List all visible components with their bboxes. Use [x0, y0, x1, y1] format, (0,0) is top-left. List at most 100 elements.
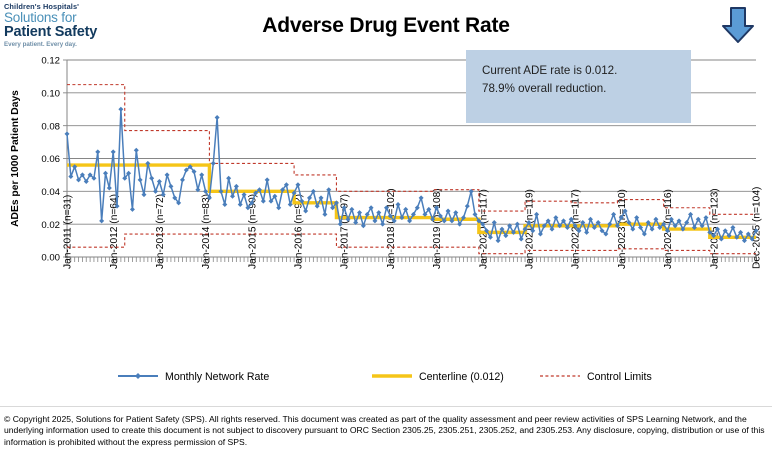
data-point-marker — [572, 223, 578, 229]
data-point-marker — [222, 201, 228, 207]
data-point-marker — [711, 233, 717, 239]
data-point-marker — [264, 177, 270, 183]
data-point-marker — [745, 231, 751, 237]
data-point-marker — [141, 192, 147, 198]
data-point-marker — [399, 215, 405, 221]
data-point-marker — [102, 170, 108, 176]
data-point-marker — [360, 223, 366, 229]
x-tick-label: Jan-2025 (n=123) — [709, 188, 720, 269]
data-point-marker — [645, 220, 651, 226]
data-point-marker — [118, 106, 124, 112]
data-point-marker — [79, 172, 85, 178]
annotation-box — [466, 50, 691, 123]
data-point-marker — [603, 231, 609, 237]
data-point-marker — [622, 208, 628, 214]
data-point-marker — [549, 226, 555, 232]
data-point-marker — [584, 229, 590, 235]
data-point-marker — [518, 236, 524, 242]
data-point-marker — [407, 218, 413, 224]
data-point-marker — [345, 216, 351, 222]
data-point-marker — [210, 160, 216, 166]
data-point-marker — [164, 172, 170, 178]
data-point-marker — [426, 206, 432, 212]
data-point-marker — [630, 226, 636, 232]
data-point-marker — [534, 211, 540, 217]
data-point-marker — [333, 200, 339, 206]
data-point-marker — [657, 224, 663, 230]
data-point-marker — [230, 193, 236, 199]
annotation-line-1: Current ADE rate is 0.012. — [482, 64, 617, 77]
page-title: Adverse Drug Event Rate — [262, 14, 510, 37]
x-tick-label: Jan-2020 (n=117) — [478, 189, 489, 269]
logo-tagline: Every patient. Every day. — [4, 41, 77, 48]
data-point-marker — [441, 218, 447, 224]
data-point-marker — [364, 211, 370, 217]
data-point-marker — [626, 220, 632, 226]
data-point-marker — [495, 238, 501, 244]
data-point-marker — [703, 215, 709, 221]
data-point-marker — [310, 188, 316, 194]
data-point-marker — [99, 218, 105, 224]
data-point-marker — [507, 223, 513, 229]
data-point-marker — [149, 175, 155, 181]
data-point-marker — [499, 226, 505, 232]
data-point-marker — [357, 210, 363, 216]
legend-item[interactable]: Monthly Network Rate — [118, 371, 269, 383]
data-point-marker — [214, 114, 220, 120]
data-point-marker — [129, 206, 135, 212]
legend-label: Centerline (0.012) — [419, 371, 504, 383]
x-tick-label: Jan-2012 (n=64) — [109, 194, 120, 269]
data-point-marker — [183, 167, 189, 173]
data-point-marker — [591, 224, 597, 230]
data-point-marker — [172, 195, 178, 201]
data-point-marker — [387, 213, 393, 219]
data-point-marker — [561, 218, 567, 224]
sps-logo: Children's Hospitals' Solutions for Pati… — [4, 2, 112, 48]
data-point-marker — [226, 175, 232, 181]
logo-line-1: Children's Hospitals' — [4, 2, 80, 11]
data-point-marker — [753, 228, 759, 234]
data-point-marker — [668, 216, 674, 222]
legend-item[interactable]: Centerline (0.012) — [372, 371, 504, 383]
centerline — [67, 163, 756, 239]
legend-item[interactable]: Control Limits — [540, 371, 652, 383]
legend-swatch-marker — [135, 373, 141, 379]
data-point-marker — [707, 229, 713, 235]
x-tick-label: Jan-2022 (n=117) — [571, 189, 582, 269]
data-point-marker — [353, 220, 359, 226]
data-point-marker — [218, 188, 224, 194]
y-tick-label: 0.04 — [41, 187, 60, 198]
data-point-marker — [295, 182, 301, 188]
data-point-marker — [749, 236, 755, 242]
data-point-marker — [318, 195, 324, 201]
data-point-marker — [453, 210, 459, 216]
data-point-marker — [199, 172, 205, 178]
data-point-marker — [76, 177, 82, 183]
data-point-marker — [241, 192, 247, 198]
data-point-marker — [738, 229, 744, 235]
data-point-marker — [430, 216, 436, 222]
data-point-marker — [445, 208, 451, 214]
data-point-marker — [449, 218, 455, 224]
data-point-marker — [245, 205, 251, 211]
data-point-marker — [187, 164, 193, 170]
data-point-marker — [410, 211, 416, 217]
logo-line-2: Solutions for — [4, 10, 77, 25]
data-point-marker — [372, 218, 378, 224]
data-point-marker — [699, 223, 705, 229]
copyright-footer: © Copyright 2025, Solutions for Patient … — [4, 414, 765, 447]
data-point-marker — [722, 228, 728, 234]
legend-label: Monthly Network Rate — [165, 371, 269, 383]
data-point-marker — [299, 198, 305, 204]
data-point-marker — [480, 221, 486, 227]
data-point-marker — [326, 187, 332, 193]
data-point-marker — [491, 220, 497, 226]
data-point-marker — [484, 228, 490, 234]
data-point-marker — [206, 195, 212, 201]
data-point-marker — [68, 174, 74, 180]
data-point-marker — [383, 205, 389, 211]
data-point-marker — [526, 220, 532, 226]
data-point-marker — [260, 198, 266, 204]
data-point-marker — [287, 201, 293, 207]
x-tick-label: Jan-2015 (n=90) — [247, 194, 258, 269]
